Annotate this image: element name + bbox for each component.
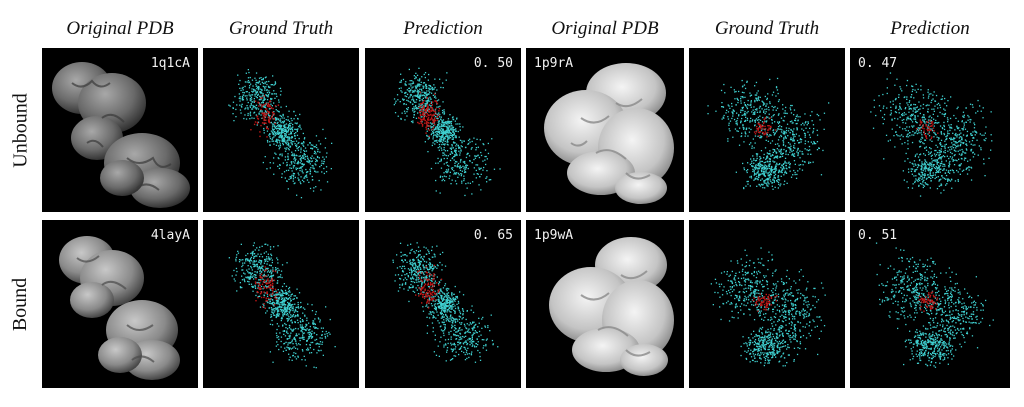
point-cloud-image bbox=[870, 72, 993, 197]
panel-unbound-left-ground-truth bbox=[203, 48, 359, 212]
row-label-bound: Bound bbox=[2, 220, 40, 388]
header-prediction-2: Prediction bbox=[890, 18, 970, 39]
prediction-score: 0. 65 bbox=[473, 228, 513, 243]
point-cloud-image bbox=[393, 67, 501, 197]
header-original-pdb-1: Original PDB bbox=[66, 18, 174, 39]
panel-unbound-right-prediction: 0. 47 bbox=[850, 48, 1010, 212]
panel-unbound-right-ground-truth bbox=[689, 48, 845, 212]
protein-surface-image bbox=[52, 62, 190, 208]
panel-unbound-right-original: 1p9rA bbox=[526, 48, 684, 212]
header-original-pdb-2: Original PDB bbox=[551, 18, 659, 39]
prediction-score: 0. 51 bbox=[858, 228, 898, 243]
panel-bound-right-ground-truth bbox=[689, 220, 845, 388]
header-prediction-1: Prediction bbox=[403, 18, 483, 39]
protein-surface-image bbox=[544, 63, 674, 204]
panel-unbound-left-original: 1q1cA bbox=[42, 48, 198, 212]
panel-bound-right-prediction: 0. 51 bbox=[850, 220, 1010, 388]
row-label-unbound: Unbound bbox=[2, 48, 40, 212]
header-ground-truth-1: Ground Truth bbox=[228, 18, 334, 39]
panel-bound-left-prediction: 0. 65 bbox=[365, 220, 521, 388]
panel-unbound-left-prediction: 0. 50 bbox=[365, 48, 521, 212]
pdb-id-label: 1p9rA bbox=[534, 56, 574, 71]
row-label-unbound-text: Unbound bbox=[9, 92, 32, 168]
prediction-score: 0. 47 bbox=[858, 56, 898, 71]
prediction-score: 0. 50 bbox=[473, 56, 513, 71]
pdb-id-label: 1p9wA bbox=[534, 228, 574, 243]
pdb-id-label: 1q1cA bbox=[150, 56, 190, 71]
row-label-bound-text: Bound bbox=[9, 277, 32, 331]
point-cloud-image bbox=[875, 242, 994, 368]
pdb-id-label: 4layA bbox=[150, 228, 190, 243]
protein-surface-image bbox=[59, 236, 180, 380]
point-cloud-image bbox=[707, 77, 830, 190]
panel-bound-left-original: 4layA bbox=[42, 220, 198, 388]
point-cloud-image bbox=[228, 69, 333, 199]
header-ground-truth-2: Ground Truth bbox=[714, 18, 820, 39]
panel-bound-left-ground-truth bbox=[203, 220, 359, 388]
protein-surface-image bbox=[549, 237, 674, 376]
point-cloud-image bbox=[228, 242, 336, 369]
point-cloud-image bbox=[392, 242, 499, 363]
panel-bound-right-original: 1p9wA bbox=[526, 220, 684, 388]
point-cloud-image bbox=[710, 247, 826, 367]
